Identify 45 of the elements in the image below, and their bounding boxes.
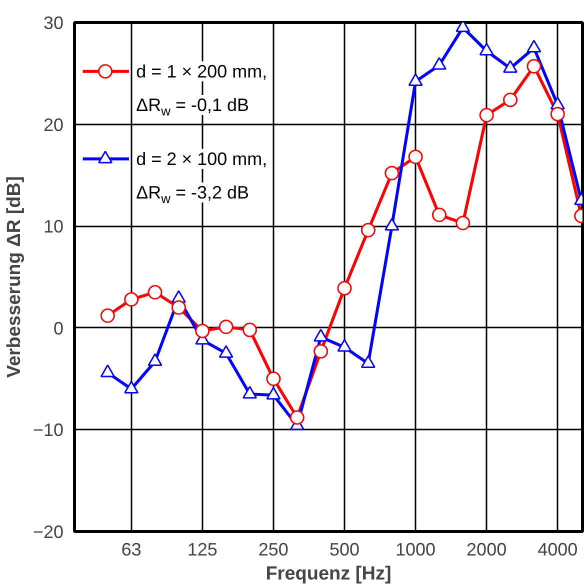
point — [432, 208, 446, 222]
y-tick-label: −10 — [32, 420, 64, 440]
point — [290, 410, 304, 425]
x-tick-label: 250 — [258, 540, 288, 560]
point — [384, 218, 400, 231]
point — [171, 300, 186, 315]
point — [242, 386, 258, 399]
y-tick-label: 30 — [43, 13, 64, 33]
y-tick-label: 20 — [43, 114, 64, 135]
point — [148, 353, 162, 366]
point — [124, 380, 139, 394]
x-axis-title: Frequenz [Hz] — [266, 564, 392, 584]
point — [148, 285, 162, 300]
point — [314, 328, 328, 342]
x-tick-label: 500 — [329, 540, 360, 560]
point — [242, 322, 258, 338]
point — [360, 222, 376, 238]
point — [337, 338, 352, 352]
point — [550, 106, 565, 122]
y-tick-label: −20 — [32, 522, 64, 542]
point — [124, 292, 139, 307]
x-tick-label: 125 — [187, 540, 218, 560]
point — [360, 355, 376, 368]
point — [314, 344, 328, 359]
point — [100, 308, 115, 323]
y-tick-label: 0 — [53, 318, 64, 338]
point — [218, 320, 234, 334]
x-tick-label: 1000 — [396, 540, 436, 560]
point — [408, 150, 423, 164]
x-tick-label: 2000 — [466, 540, 507, 560]
point — [479, 108, 494, 122]
point — [218, 345, 234, 358]
y-axis-title: Verbesserung ΔR [dB] — [4, 176, 25, 378]
y-tick-label: 10 — [43, 216, 64, 237]
point — [266, 386, 281, 400]
point — [503, 92, 518, 108]
point — [456, 216, 470, 230]
point — [266, 372, 281, 386]
point — [100, 364, 115, 378]
point — [337, 280, 352, 296]
x-tick-label: 63 — [121, 540, 142, 560]
point — [384, 166, 400, 180]
point — [195, 324, 210, 338]
point — [526, 59, 542, 74]
x-tick-label: 4000 — [538, 540, 578, 560]
